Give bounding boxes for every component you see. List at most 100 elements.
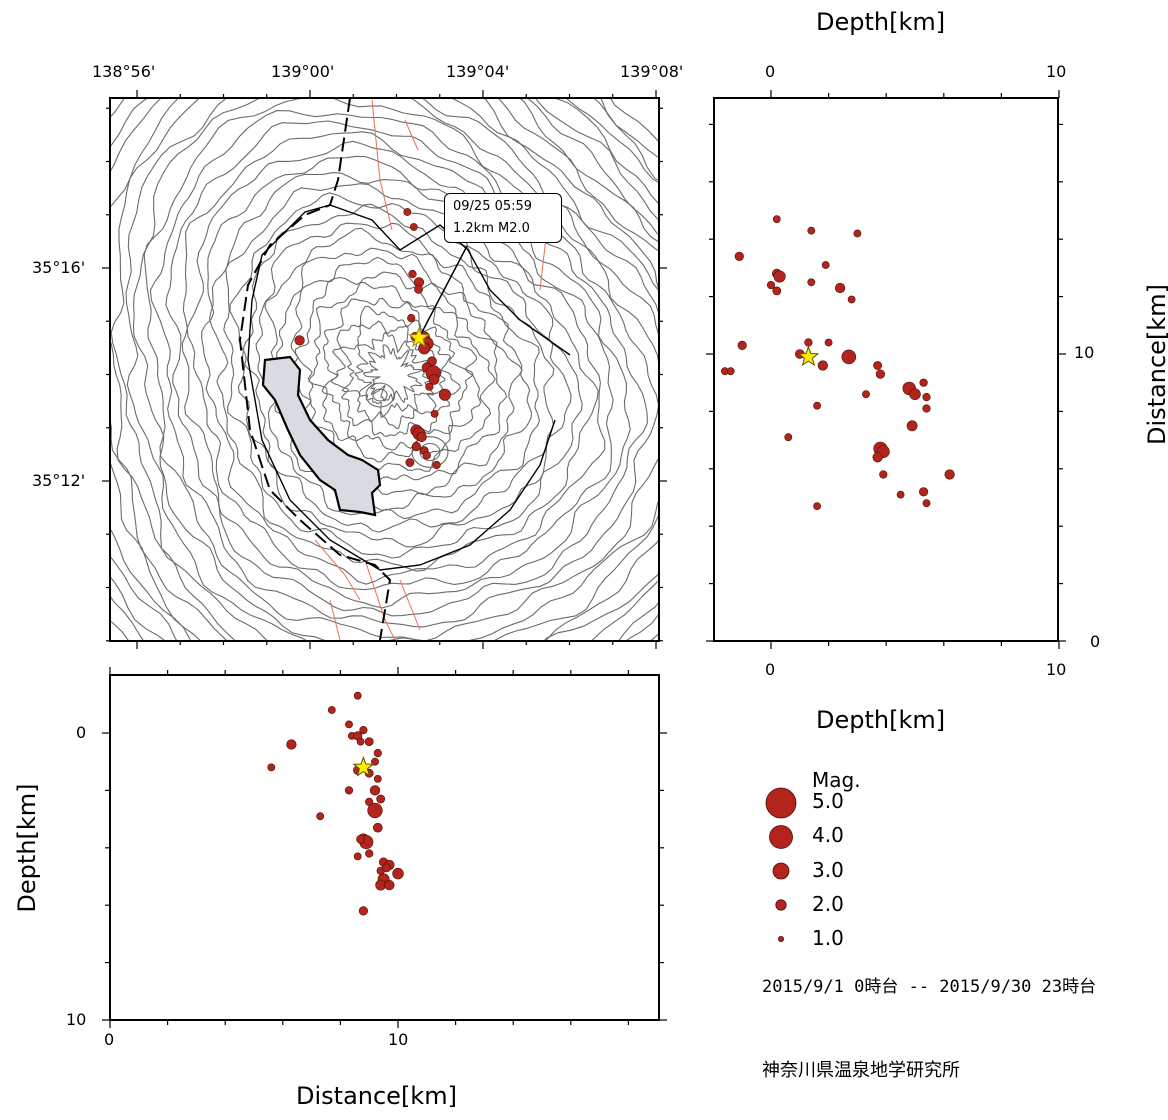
callout-line: [418, 245, 468, 339]
contour-line: [339, 320, 446, 429]
hypocenter-dot: [356, 737, 365, 746]
ew-mainshock-star-icon: [352, 755, 375, 777]
map-frame: [109, 97, 660, 642]
fault-line: [329, 599, 341, 641]
ns-depth-tick-top: 10: [1046, 62, 1067, 81]
hypocenter-dot: [813, 401, 821, 410]
contour-line: [365, 382, 395, 408]
legend-label: 5.0: [812, 789, 844, 813]
contour-line: [229, 192, 572, 548]
ns-depth-tick-top: 0: [765, 62, 776, 81]
hypocenter-dot: [726, 367, 735, 376]
fault-line: [364, 559, 396, 641]
ns-mainshock-star-icon: [797, 345, 820, 367]
contour-line: [110, 98, 659, 641]
legend-label: 1.0: [812, 926, 844, 950]
hypocenter-dot: [873, 361, 882, 370]
contour-line: [609, 98, 659, 143]
epicenter-dot: [432, 460, 441, 470]
hypocenter-dot: [373, 748, 382, 758]
hypocenter-dot: [376, 794, 386, 804]
ns-top-label: Depth[km]: [816, 8, 946, 36]
hypocenter-dot: [821, 261, 830, 269]
contour-line: [330, 305, 461, 437]
ew-xlabel: Distance[km]: [296, 1082, 457, 1110]
hypocenter-dot: [807, 226, 816, 235]
hypocenter-dot: [922, 393, 931, 402]
hypocenter-dot: [841, 349, 857, 365]
ns-hypocenters: [721, 215, 955, 510]
contour-line: [149, 110, 659, 628]
contour-line: [110, 98, 659, 641]
contour-line: [321, 297, 474, 451]
mainshock-star: [797, 345, 820, 367]
epicenter-dot: [409, 223, 418, 231]
epicenter-dot: [411, 441, 422, 452]
contour-line: [125, 98, 659, 641]
mainshock-star-icon: [408, 326, 430, 348]
deposit-area: [261, 355, 382, 517]
hypocenter-dot: [853, 229, 862, 238]
epicenter-dot: [407, 314, 416, 323]
hypocenter-dot: [807, 278, 816, 287]
legend-circle: [772, 862, 790, 880]
ew-depth-tick: 10: [66, 1010, 87, 1029]
contour-line: [132, 98, 659, 641]
lon-tick-label: 138°56': [92, 62, 156, 81]
legend-title: Mag.: [812, 768, 861, 792]
epicenter-dot: [416, 431, 427, 443]
contour-line: [110, 98, 659, 641]
contour-line: [411, 436, 449, 468]
fault-line: [314, 539, 361, 601]
epicenter-dot: [428, 373, 440, 385]
epicenter-dot: [405, 458, 415, 467]
hypocenter-dot: [879, 470, 888, 479]
contour-line: [600, 98, 659, 159]
hypocenter-dot: [267, 763, 276, 772]
hypocenter-dot: [375, 879, 387, 891]
legend-circle: [765, 787, 797, 819]
hypocenter-dot: [773, 270, 786, 283]
hypocenter-dot: [817, 360, 828, 371]
fault-line: [399, 579, 421, 631]
contour-line: [294, 271, 496, 473]
ns-side-label: Distance[km]: [1143, 284, 1168, 445]
ew-hypocenters: [267, 691, 404, 916]
contour-line: [110, 98, 659, 641]
legend-circle: [778, 936, 785, 943]
hypocenter-dot: [944, 469, 955, 480]
mainshock-star: [408, 326, 430, 348]
hypocenter-dot: [922, 404, 931, 413]
hypocenter-dot: [372, 822, 383, 833]
hypocenter-dot: [918, 487, 929, 497]
legend-symbols: [765, 787, 797, 943]
ew-distance-tick: 10: [388, 1030, 409, 1049]
ew-ylabel: Depth[km]: [13, 783, 41, 913]
institution-text: 神奈川県温泉地学研究所: [762, 1060, 960, 1081]
hypocenter-dot: [356, 834, 365, 844]
hypocenter-dot: [392, 867, 404, 880]
epicenter-dot: [438, 388, 451, 401]
epicenter-dot: [430, 409, 439, 418]
hypocenter-dot: [813, 502, 821, 510]
ew-frame: [109, 674, 660, 1021]
ns-depth-tick-bottom: 0: [765, 660, 776, 679]
contour-line: [362, 344, 424, 404]
fault-line: [404, 119, 419, 151]
epicenter-dot: [414, 284, 423, 294]
hypocenter-dot: [766, 281, 776, 290]
hypocenter-dot: [286, 739, 297, 750]
callout-time: 09/25 05:59: [453, 199, 533, 214]
epicenter-dot: [403, 208, 412, 216]
callout-leader: [418, 245, 468, 339]
legend-circle: [769, 825, 793, 849]
legend-label: 2.0: [812, 892, 844, 916]
hypocenter-dot: [922, 499, 931, 508]
contour-line: [354, 331, 434, 419]
hypocenter-dot: [847, 295, 856, 304]
ns-bottom-label: Depth[km]: [816, 706, 946, 734]
epicenter-dot: [422, 451, 431, 460]
hypocenter-dot: [353, 852, 362, 861]
